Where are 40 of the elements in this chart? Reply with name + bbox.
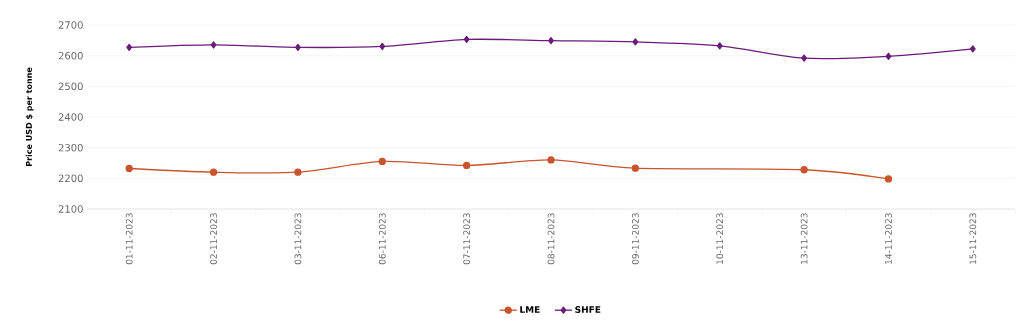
point (969, 45, 976, 53)
x-tick-label: 03-11-2023 (294, 213, 302, 265)
point (294, 168, 302, 176)
point (209, 168, 218, 176)
point (548, 37, 554, 45)
x-tick-label: 08-11-2023 (547, 213, 555, 265)
x-tick-label: 01-11-2023 (125, 213, 133, 265)
x-tick-label: 14-11-2023 (885, 213, 892, 264)
y-tick-label: 2100 (58, 205, 83, 213)
x-tick-label: 13-11-2023 (800, 213, 808, 264)
legend-label: LME (520, 306, 540, 313)
point (125, 164, 133, 173)
y-tick-label: 2700 (58, 21, 83, 29)
y-tick-label: 2600 (58, 51, 83, 60)
point (379, 42, 386, 51)
point (801, 54, 807, 62)
point (378, 157, 386, 166)
point (463, 35, 470, 44)
y-tick-label: 2300 (58, 143, 83, 152)
point (631, 164, 640, 172)
y-tick-label: 2500 (58, 82, 83, 91)
x-tick-label: 10-11-2023 (716, 213, 724, 264)
point (547, 156, 555, 164)
x-tick-label: 06-11-2023 (378, 213, 386, 265)
x-tick-label: 07-11-2023 (463, 213, 471, 265)
x-tick-label: 15-11-2023 (969, 213, 977, 264)
x-tick-label: 09-11-2023 (631, 213, 639, 265)
point (800, 166, 808, 174)
point (884, 175, 893, 183)
y-tick-label: 2200 (58, 174, 83, 183)
y-tick-label: 2400 (58, 113, 83, 121)
y-axis-title: Price USD $ per tonne (25, 67, 34, 167)
point (885, 52, 892, 60)
point (716, 42, 723, 50)
legend-label: SHFE (575, 306, 601, 313)
point (462, 161, 471, 170)
point (632, 38, 639, 46)
point (210, 41, 217, 49)
x-tick-label: 02-11-2023 (210, 213, 217, 265)
point (126, 43, 133, 52)
